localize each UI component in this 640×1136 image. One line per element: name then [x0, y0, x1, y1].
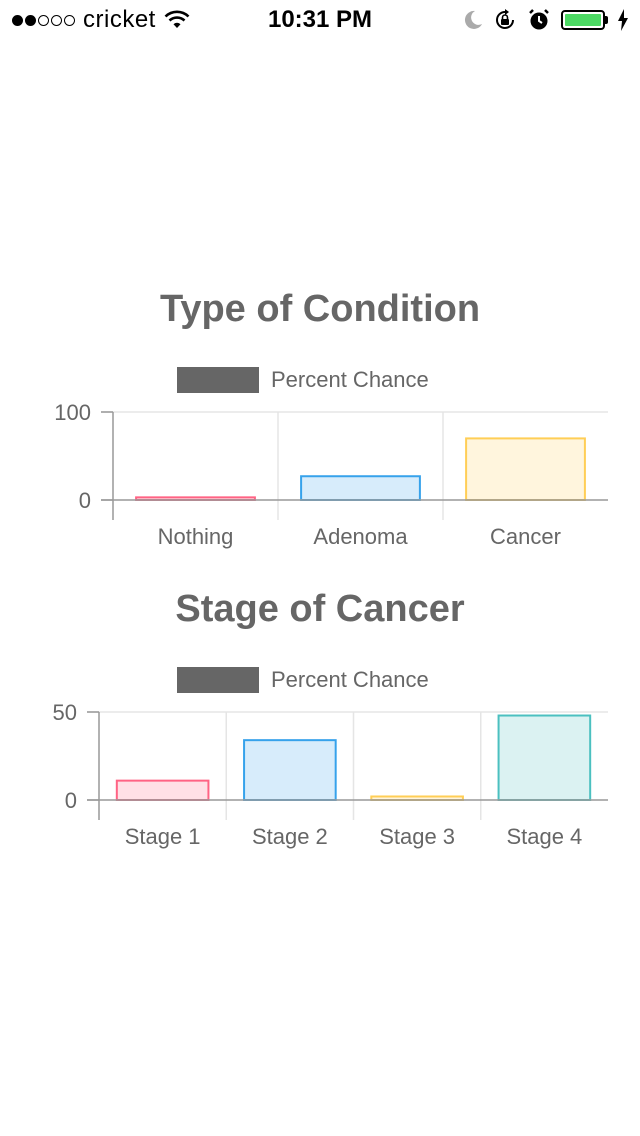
signal-dot	[38, 14, 49, 26]
signal-dot	[51, 14, 62, 26]
charging-bolt-icon	[618, 9, 628, 31]
battery-body	[561, 10, 605, 30]
bar	[465, 437, 586, 501]
alarm-icon	[529, 9, 549, 30]
legend-swatch	[177, 367, 259, 393]
signal-dot	[64, 14, 75, 26]
signal-dot	[25, 14, 36, 26]
bar	[243, 739, 337, 801]
x-tick-label: Stage 2	[252, 824, 328, 849]
status-left: cricket	[12, 6, 190, 34]
condition-bar-chart: 100 0 Nothing Adenoma Cancer	[54, 400, 608, 549]
rotation-lock-icon	[496, 9, 514, 29]
signal-strength-icon	[12, 14, 75, 26]
x-tick-label: Adenoma	[313, 524, 408, 549]
x-tick-label: Nothing	[158, 524, 234, 549]
moon-icon	[464, 10, 482, 29]
carrier-name: cricket	[83, 6, 156, 33]
y-tick-label: 0	[79, 488, 91, 513]
legend-label: Percent Chance	[271, 667, 429, 692]
bar	[300, 475, 421, 501]
status-time: 10:31 PM	[267, 6, 373, 33]
y-tick-label: 0	[65, 788, 77, 813]
x-tick-label: Cancer	[490, 524, 561, 549]
stage-bar-chart: 50 0 Stage 1 Stage 2 Stage 3 Stage 4	[53, 700, 608, 849]
signal-dot	[12, 14, 23, 26]
chart-title: Type of Condition	[159, 288, 481, 330]
y-tick-label: 100	[54, 400, 91, 425]
status-bar: cricket 10:31 PM	[0, 0, 640, 40]
legend-label: Percent Chance	[271, 367, 429, 392]
wifi-icon	[164, 10, 190, 28]
y-tick-label: 50	[53, 700, 77, 725]
chart-title: Stage of Cancer	[175, 588, 465, 630]
chart-legend[interactable]: Percent Chance	[177, 367, 429, 393]
bar	[497, 714, 592, 802]
chart-legend[interactable]: Percent Chance	[177, 667, 429, 693]
x-tick-label: Stage 3	[379, 824, 455, 849]
status-right	[463, 7, 628, 33]
battery-tip	[605, 16, 608, 24]
battery-fill	[565, 14, 601, 26]
x-tick-label: Stage 1	[125, 824, 201, 849]
battery-icon	[561, 10, 608, 30]
bar	[115, 779, 210, 801]
x-tick-label: Stage 4	[506, 824, 582, 849]
legend-swatch	[177, 667, 259, 693]
